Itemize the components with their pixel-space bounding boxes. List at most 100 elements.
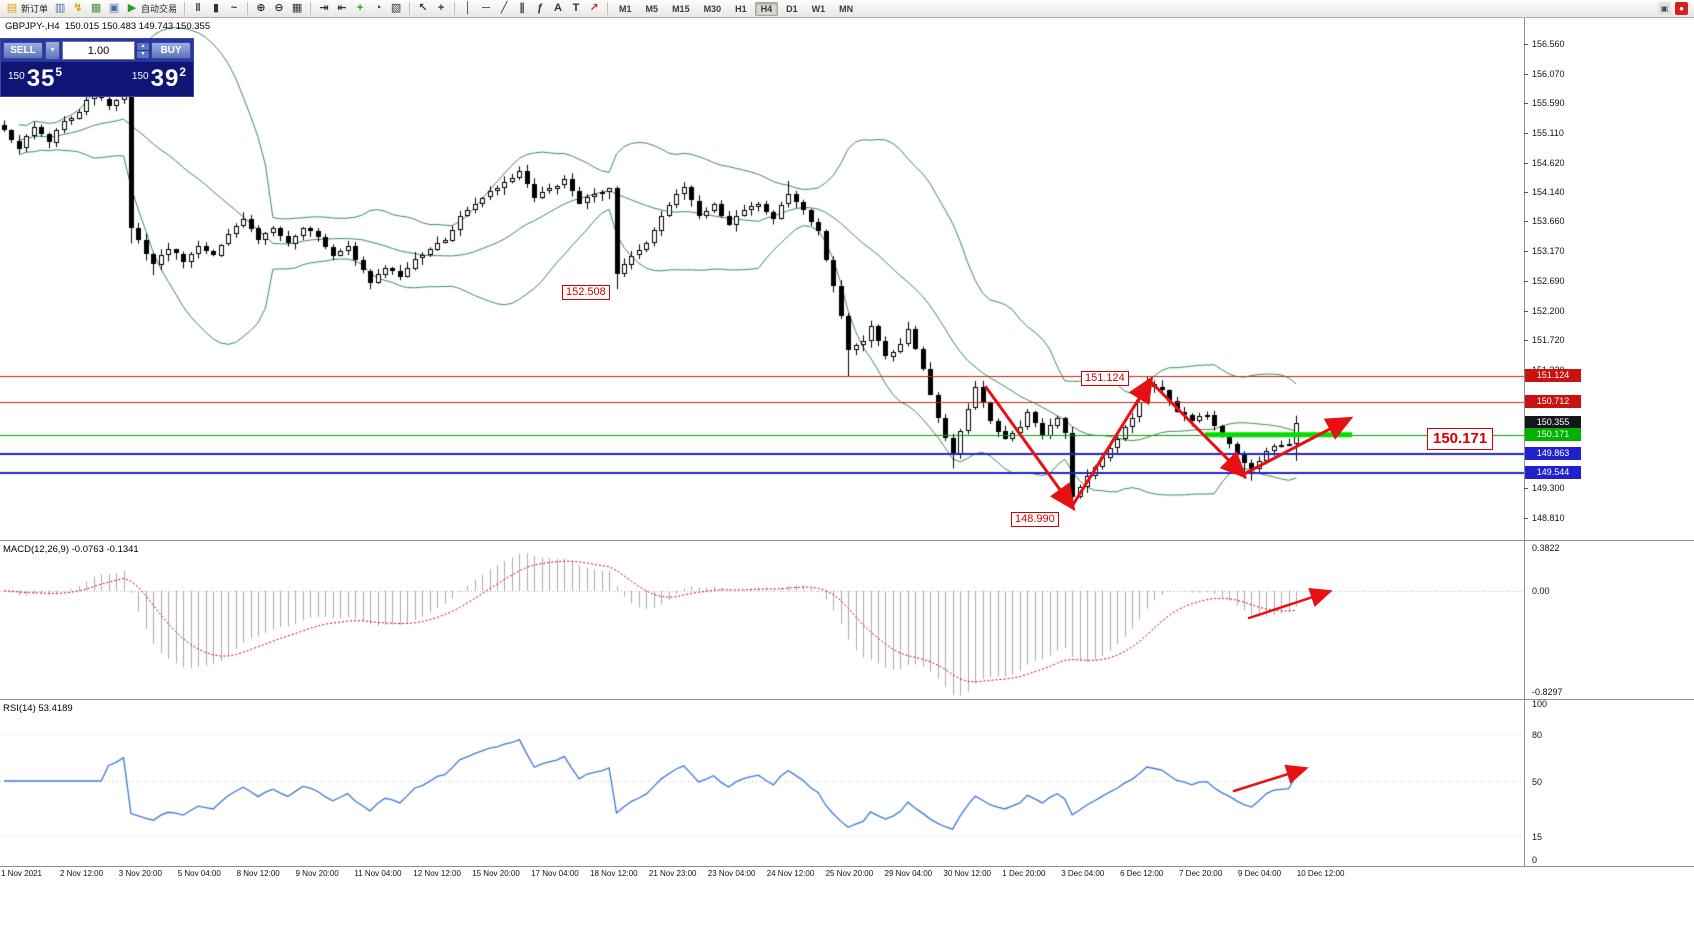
time-axis-label: 1 Nov 2021 (1, 869, 42, 878)
toolbar-separator (409, 2, 411, 15)
indicators-icon: + (356, 2, 364, 14)
cursor-icon: ↖ (418, 2, 428, 14)
sell-button[interactable]: SELL (3, 42, 43, 59)
axis-tick (1524, 281, 1528, 282)
label-icon: T (572, 2, 580, 14)
toolbar-separator (310, 2, 312, 15)
price-axis-label: 152.690 (1532, 276, 1565, 286)
timeframe-w1[interactable]: W1 (811, 3, 826, 14)
symbol-ohlc-header: GBPJPY-,H4 150.015 150.483 149.743 150.3… (5, 21, 211, 32)
fibonacci-icon[interactable]: ƒ (532, 1, 548, 16)
sell-price-display[interactable]: 150355 (8, 65, 62, 93)
channel-icon[interactable]: ∥ (514, 1, 530, 16)
periods-icon[interactable]: ◔ (370, 1, 386, 16)
trendline-icon[interactable]: ╱ (496, 1, 512, 16)
axis-tick (1524, 488, 1528, 489)
trade-panel-prices: 150355 150392 (1, 62, 193, 96)
zoom-out-icon[interactable]: ⊖ (271, 1, 287, 16)
toolbar-separator (607, 2, 609, 15)
channel-icon: ∥ (519, 2, 525, 14)
axis-tick (1524, 340, 1528, 341)
new-order-button[interactable]: ▤ 新订单 (4, 1, 50, 16)
data-window-icon[interactable]: ▦ (88, 1, 104, 16)
macd-indicator-canvas[interactable] (0, 541, 1524, 699)
autotrading-button[interactable]: ▶ 自动交易 (124, 1, 179, 16)
arrows-icon: ↗ (589, 2, 599, 14)
rsi-timeaxis-separator (0, 866, 1694, 867)
price-annotation-label[interactable]: 150.171 (1427, 428, 1494, 450)
alert-icon[interactable]: ● (1675, 2, 1688, 15)
price-axis-border (1524, 18, 1525, 866)
zoom-out-icon: ⊖ (274, 2, 284, 14)
indicators-icon[interactable]: + (352, 1, 368, 16)
time-axis-label: 1 Dec 20:00 (1002, 869, 1046, 878)
time-axis-label: 8 Nov 12:00 (236, 869, 280, 878)
axis-tick (1524, 163, 1528, 164)
bar-chart-icon[interactable]: ‖ (190, 1, 206, 16)
price-axis-label: 154.620 (1532, 158, 1565, 168)
arrows-icon[interactable]: ↗ (586, 1, 602, 16)
rsi-axis-label: 80 (1532, 730, 1543, 740)
price-annotation-label[interactable]: 152.508 (562, 285, 610, 300)
line-chart-icon: ~ (230, 2, 238, 14)
zoom-in-icon[interactable]: ⊕ (253, 1, 269, 16)
timeframe-mn[interactable]: MN (839, 3, 854, 14)
timeframe-d1[interactable]: D1 (786, 3, 798, 14)
timeframe-m1[interactable]: M1 (619, 3, 632, 14)
bar-chart-icon: ‖ (195, 2, 201, 14)
vertical-line-icon: │ (464, 2, 472, 14)
volume-input[interactable] (62, 41, 135, 60)
crosshair-icon[interactable]: + (433, 1, 449, 16)
price-chart-canvas[interactable] (0, 18, 1524, 540)
line-chart-icon[interactable]: ~ (226, 1, 242, 16)
main-macd-separator[interactable] (0, 540, 1694, 541)
buy-price-display[interactable]: 150392 (132, 65, 186, 93)
timeframe-m15[interactable]: M15 (672, 3, 690, 14)
timeframe-h4[interactable]: H4 (754, 1, 779, 16)
chart-window-icon[interactable]: ▥ (52, 1, 68, 16)
navigator-icon[interactable]: ▣ (106, 1, 122, 16)
timeframe-m5[interactable]: M5 (645, 3, 659, 14)
cursor-icon[interactable]: ↖ (415, 1, 431, 16)
auto-scroll-icon[interactable]: ⇥ (316, 1, 332, 16)
toolbar-right-group: ▣ ● (1658, 2, 1688, 15)
timeframe-m30[interactable]: M30 (703, 3, 722, 14)
price-annotation-label[interactable]: 151.124 (1081, 371, 1129, 386)
price-axis-label: 154.140 (1532, 187, 1565, 197)
autotrading-play-icon: ▶ (127, 2, 137, 14)
time-axis-label: 9 Nov 20:00 (295, 869, 339, 878)
volume-down-icon[interactable]: ▾ (137, 51, 149, 58)
timeframe-h1[interactable]: H1 (735, 3, 747, 14)
vertical-line-icon[interactable]: │ (460, 1, 476, 16)
time-axis-label: 9 Dec 04:00 (1237, 869, 1282, 878)
auto-scroll-icon: ⇥ (319, 2, 329, 14)
candlestick-chart-icon[interactable]: ▮ (208, 1, 224, 16)
price-axis-label: 153.170 (1532, 246, 1565, 256)
time-axis-label: 12 Nov 12:00 (413, 869, 461, 878)
rsi-indicator-canvas[interactable] (0, 700, 1524, 866)
mailbox-icon[interactable]: ▣ (1658, 2, 1671, 15)
axis-tick (1524, 74, 1528, 75)
trade-panel-controls: SELL ▾ ▴ ▾ BUY (1, 39, 193, 62)
volume-up-icon[interactable]: ▴ (137, 43, 149, 50)
text-icon[interactable]: A (550, 1, 566, 16)
price-axis-label: 152.200 (1532, 306, 1565, 316)
price-annotation-label[interactable]: 148.990 (1011, 512, 1059, 527)
label-icon[interactable]: T (568, 1, 584, 16)
time-axis-label: 3 Nov 20:00 (118, 869, 162, 878)
templates-icon[interactable]: ▧ (388, 1, 404, 16)
market-watch-icon[interactable]: ↯ (70, 1, 86, 16)
chart-shift-icon[interactable]: ⇤ (334, 1, 350, 16)
text-icon: A (554, 2, 562, 14)
toolbar: ▤ 新订单 ▥ ↯ ▦ ▣ ▶ 自动交易 ‖ ▮ ~ ⊕ ⊖ ▦ ⇥ ⇤ + ◔ ▧ ↖ + │ ─ ╱ ∥ ƒ A T ↗ M1 M5 M1… (0, 0, 1694, 18)
volume-dropdown-icon[interactable]: ▾ (45, 41, 60, 60)
horizontal-line-icon[interactable]: ─ (478, 1, 494, 16)
macd-rsi-separator[interactable] (0, 699, 1694, 700)
macd-axis-label: 0.3822 (1532, 543, 1560, 553)
tile-windows-icon[interactable]: ▦ (289, 1, 305, 16)
templates-icon: ▧ (390, 2, 402, 14)
new-order-button-label: 新订单 (21, 4, 49, 14)
buy-button[interactable]: BUY (151, 42, 191, 59)
axis-tick (1524, 103, 1528, 104)
